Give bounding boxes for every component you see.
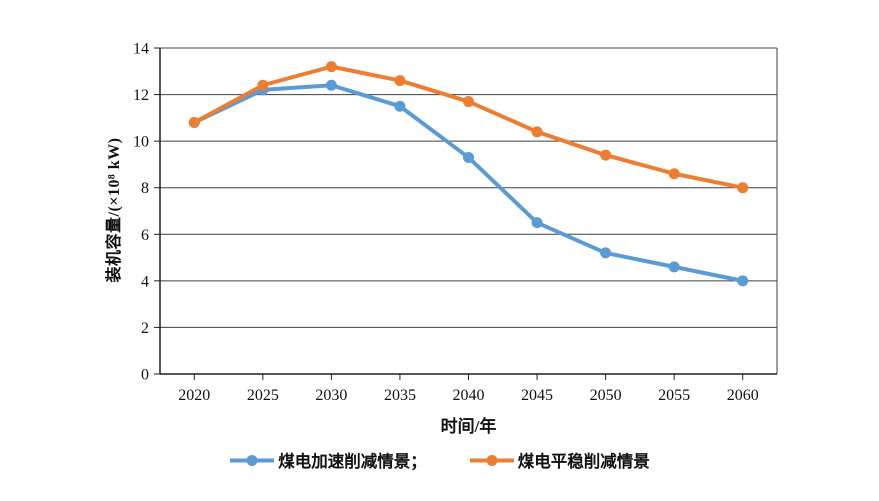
legend-label-accelerated-scenario: 煤电加速削减情景；	[278, 452, 427, 471]
data-point-accelerated	[531, 217, 543, 229]
x-tick-label: 2025	[247, 387, 279, 404]
legend-label-steady-scenario: 煤电平稳削减情景	[517, 452, 650, 471]
y-tick-label: 14	[133, 41, 149, 58]
x-tick-label: 2030	[315, 387, 347, 404]
data-point-accelerated	[737, 275, 749, 287]
y-tick-label: 8	[141, 180, 149, 197]
legend-item-steady-scenario: 煤电平稳削减情景	[469, 448, 650, 472]
x-tick-label: 2035	[384, 387, 416, 404]
y-tick-label: 0	[141, 367, 149, 384]
legend-marker-orange-line-dot-icon	[469, 454, 514, 466]
data-point-steady	[668, 168, 680, 180]
legend-item-accelerated-scenario: 煤电加速削减情景；	[229, 448, 427, 472]
x-axis-title: 时间/年	[440, 417, 497, 436]
x-tick-label: 2050	[590, 387, 622, 404]
data-point-steady	[325, 61, 337, 73]
data-point-steady	[531, 126, 543, 138]
data-point-steady	[394, 75, 406, 87]
data-point-accelerated	[463, 151, 474, 163]
chart-legend: 煤电加速削减情景； 煤电平稳削减情景	[0, 448, 879, 472]
data-point-steady	[737, 182, 749, 194]
data-point-steady	[188, 117, 200, 129]
data-point-steady	[463, 96, 474, 108]
y-tick-label: 10	[133, 134, 149, 151]
y-tick-label: 12	[133, 87, 149, 104]
x-tick-label: 2040	[453, 387, 485, 404]
data-point-steady	[257, 79, 269, 91]
y-tick-label: 2	[141, 320, 149, 337]
y-tick-label: 6	[141, 227, 149, 244]
data-point-accelerated	[668, 261, 680, 273]
data-point-accelerated	[325, 79, 337, 91]
data-point-accelerated	[394, 100, 406, 112]
y-axis-title: 装机容量/(×10⁸ kW)	[106, 137, 123, 283]
data-point-accelerated	[600, 247, 612, 259]
series-line-steady	[192, 64, 745, 190]
data-point-steady	[600, 149, 612, 161]
x-tick-label: 2060	[727, 387, 759, 404]
legend-marker-blue-line-dot-icon	[230, 454, 275, 466]
series-line-accelerated	[192, 83, 745, 283]
x-tick-label: 2020	[178, 387, 210, 404]
x-tick-label: 2045	[521, 387, 553, 404]
x-tick-label: 2055	[658, 387, 690, 404]
y-tick-label: 4	[141, 273, 149, 290]
